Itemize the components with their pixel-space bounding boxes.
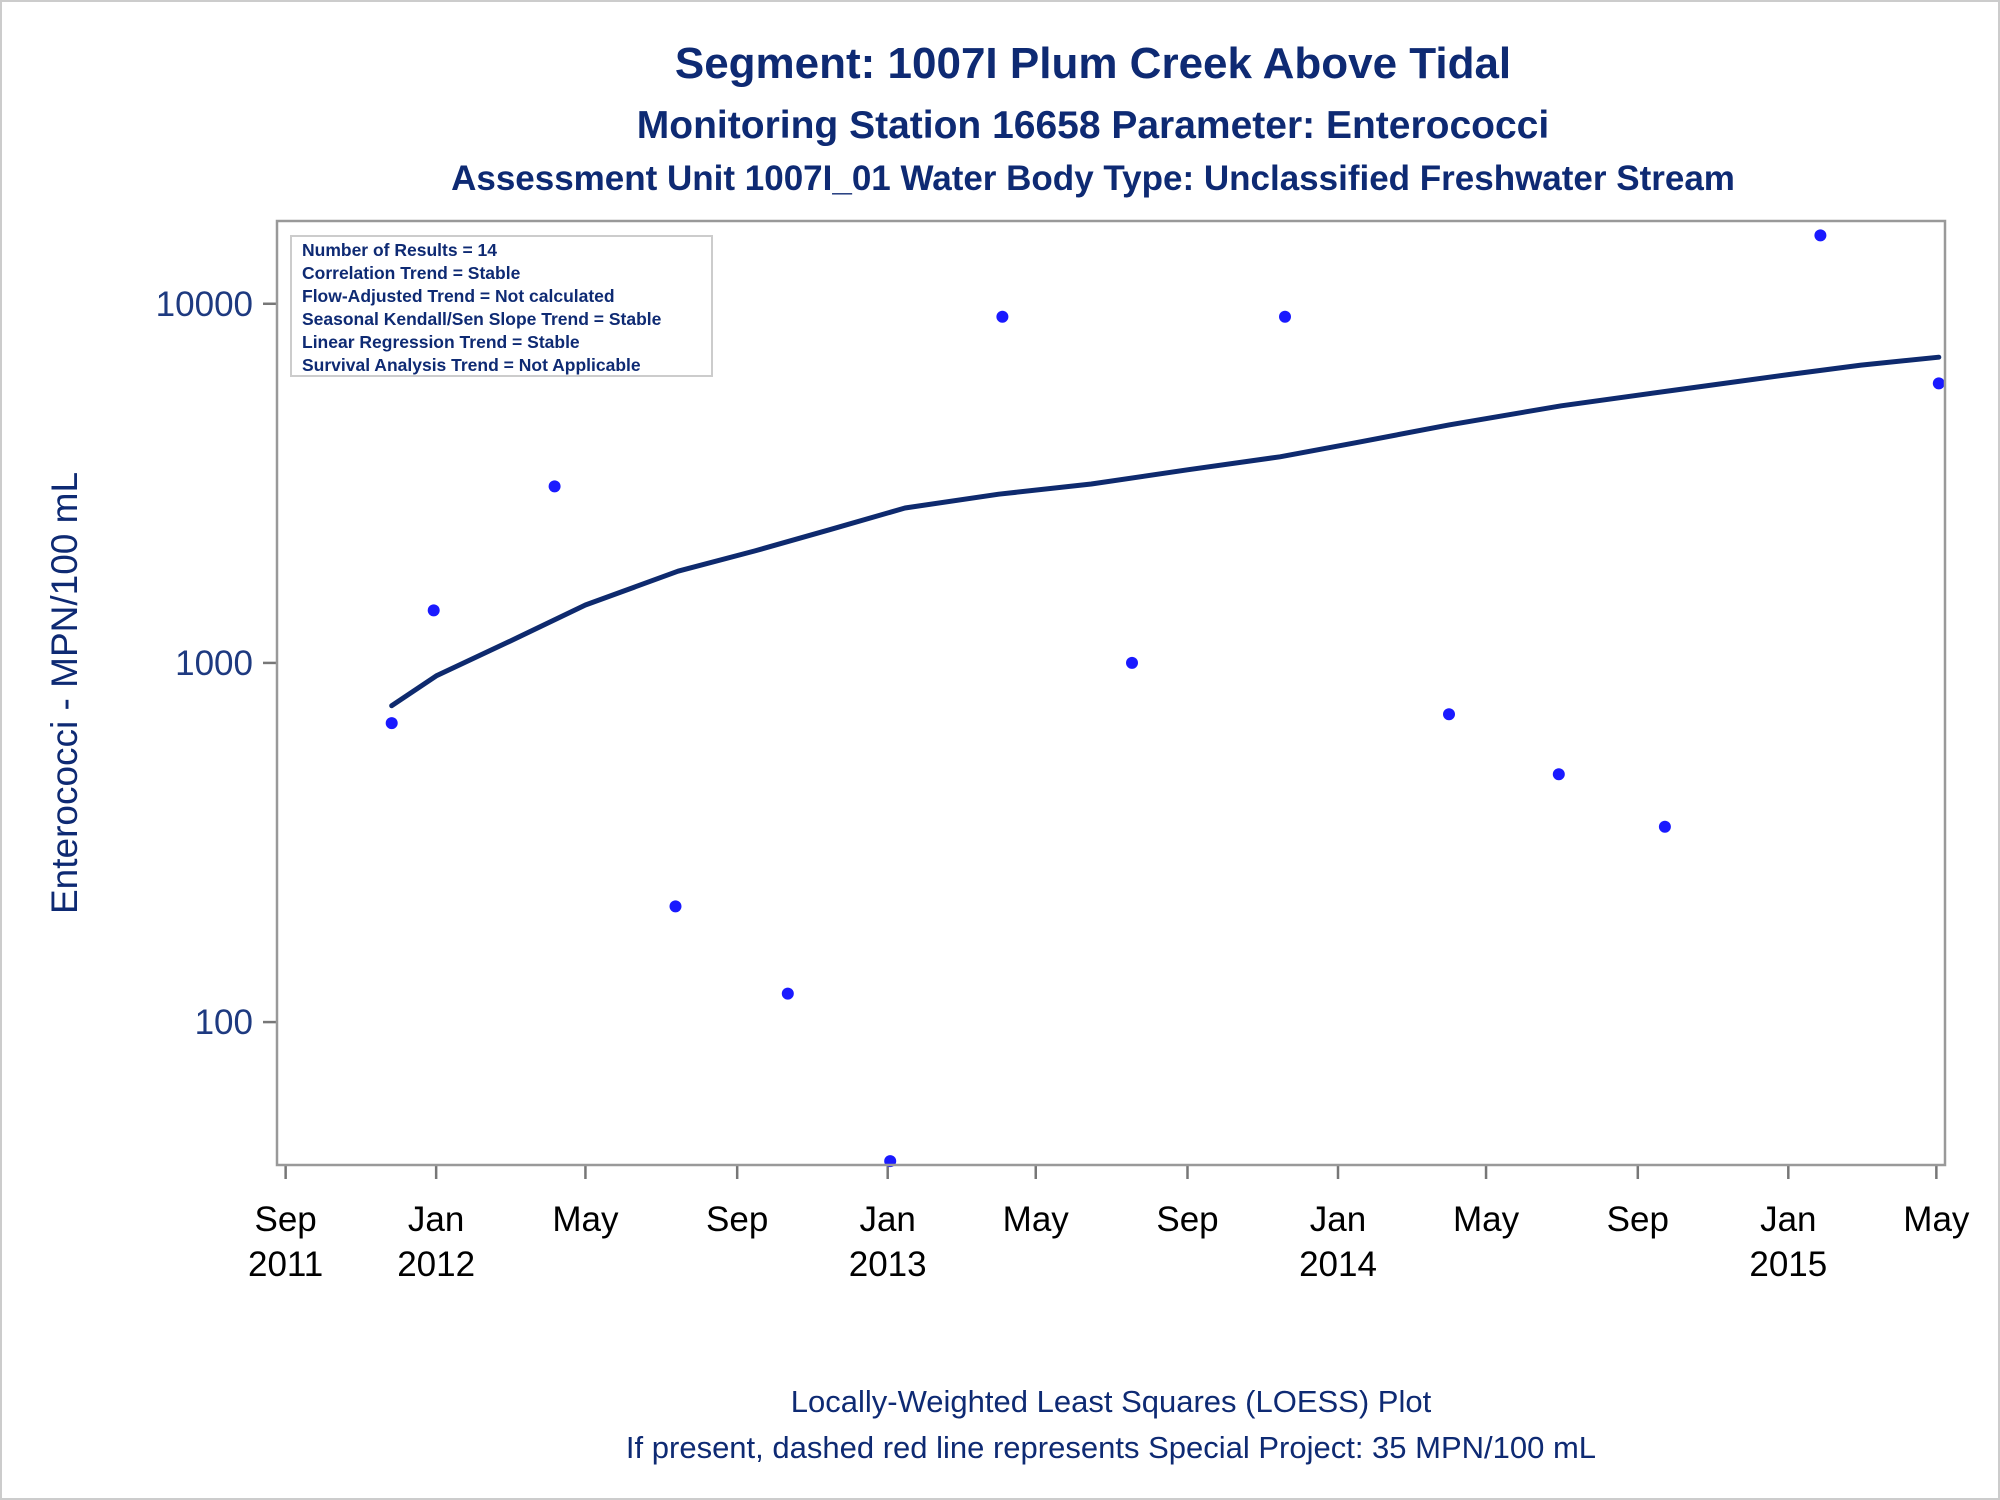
stats-box-frame [290,235,713,377]
loess-curve [389,354,1942,709]
x-tick-label-6: Sep [1156,1200,1218,1239]
x-tick-label-5: May [1003,1200,1070,1239]
x-tick-label-9: Sep [1607,1200,1669,1239]
data-point-9 [1443,708,1455,721]
x-tick-label-8: May [1453,1200,1520,1239]
data-points-layer [385,229,1945,1168]
data-point-1 [427,604,440,617]
data-point-4 [781,987,794,1000]
footnote-2: If present, dashed red line represents S… [626,1430,1596,1465]
data-point-7 [1126,656,1138,669]
data-point-8 [1279,310,1291,323]
data-point-13 [1932,377,1945,390]
x-tick-label-11: May [1903,1200,1970,1239]
data-point-12 [1814,229,1827,242]
x-tick-label-10: Jan [1760,1200,1816,1239]
x-tick-year-7: 2014 [1299,1245,1377,1284]
y-tick-label-1: 1000 [175,644,253,683]
axis-ticks-layer: Sep 2011 Jan 2012 May Sep Jan 2013 May Sep Jan 2014… [156,285,1970,1284]
x-tick-label-7: Jan [1310,1200,1366,1239]
data-point-2 [548,480,561,493]
x-tick-label-1: Jan [408,1200,464,1239]
x-tick-label-3: Sep [706,1200,768,1239]
stats-line-4: Seasonal Kendall/Sen Slope Trend = Stabl… [302,309,662,329]
data-point-10 [1552,768,1565,781]
data-point-6 [996,310,1009,323]
x-tick-year-0: 2011 [248,1245,323,1284]
y-tick-label-0: 100 [195,1003,253,1042]
stats-line-1: Number of Results = 14 [302,240,497,260]
plot-frame [275,219,1947,1167]
data-point-0 [385,717,398,730]
y-axis-label: Enterococci - MPN/100 mL [44,472,85,914]
x-tick-label-0: Sep [254,1200,316,1239]
x-tick-label-2: May [552,1200,619,1239]
stats-box: Number of Results = 14 Correlation Trend… [290,235,713,377]
stats-line-6: Survival Analysis Trend = Not Applicable [302,355,641,375]
x-tick-label-4: Jan [859,1200,915,1239]
x-tick-year-1: 2012 [397,1245,475,1284]
chart-subtitle-2: Assessment Unit 1007I_01 Water Body Type… [451,159,1735,198]
data-point-3 [669,900,682,913]
chart-subtitle: Monitoring Station 16658 Parameter: Ente… [637,104,1549,147]
data-point-11 [1658,820,1671,833]
stats-line-2: Correlation Trend = Stable [302,263,521,283]
stats-line-3: Flow-Adjusted Trend = Not calculated [302,286,615,306]
y-tick-label-2: 10000 [156,285,253,324]
stats-line-5: Linear Regression Trend = Stable [302,332,580,352]
loess-curve-layer [389,354,1942,709]
x-tick-year-10: 2015 [1749,1245,1827,1284]
chart-title: Segment: 1007I Plum Creek Above Tidal [675,39,1511,88]
x-tick-year-4: 2013 [849,1245,927,1284]
footnote-1: Locally-Weighted Least Squares (LOESS) P… [791,1384,1432,1419]
